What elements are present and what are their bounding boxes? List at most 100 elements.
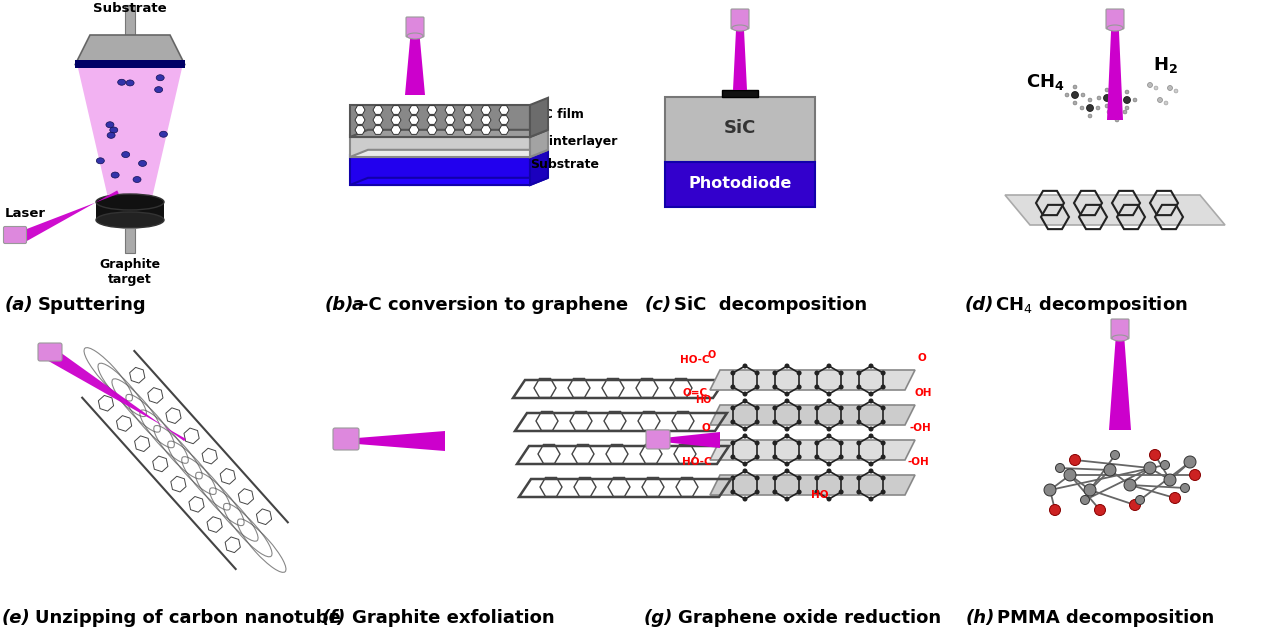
- Ellipse shape: [838, 476, 844, 481]
- Polygon shape: [1109, 320, 1131, 430]
- Ellipse shape: [827, 469, 832, 474]
- Ellipse shape: [1123, 110, 1127, 114]
- Text: -OH: -OH: [908, 457, 930, 467]
- Text: Unzipping of carbon nanotube: Unzipping of carbon nanotube: [35, 609, 341, 627]
- Ellipse shape: [732, 25, 748, 31]
- Ellipse shape: [1088, 98, 1092, 102]
- Polygon shape: [79, 68, 182, 198]
- Ellipse shape: [838, 420, 844, 425]
- Ellipse shape: [1097, 96, 1101, 100]
- Ellipse shape: [1136, 495, 1145, 504]
- Polygon shape: [710, 440, 914, 460]
- Ellipse shape: [742, 497, 747, 502]
- Ellipse shape: [1181, 483, 1190, 493]
- Ellipse shape: [1117, 98, 1121, 102]
- Ellipse shape: [755, 406, 760, 410]
- Text: Graphite exfoliation: Graphite exfoliation: [352, 609, 555, 627]
- Text: Photodiode: Photodiode: [688, 177, 792, 192]
- Text: (f): (f): [322, 609, 346, 627]
- Ellipse shape: [1087, 105, 1094, 112]
- Ellipse shape: [881, 420, 886, 425]
- Polygon shape: [350, 155, 529, 185]
- Ellipse shape: [1045, 484, 1056, 496]
- FancyBboxPatch shape: [4, 227, 27, 243]
- Ellipse shape: [784, 392, 790, 396]
- Ellipse shape: [1073, 101, 1077, 105]
- Ellipse shape: [868, 497, 873, 502]
- Ellipse shape: [742, 392, 747, 396]
- Text: Graphene oxide reduction: Graphene oxide reduction: [677, 609, 942, 627]
- Polygon shape: [1005, 195, 1225, 225]
- Text: (d): (d): [965, 296, 994, 314]
- Ellipse shape: [1184, 456, 1197, 468]
- Polygon shape: [48, 349, 185, 441]
- Text: $\mathbf{CH_4}$: $\mathbf{CH_4}$: [1025, 72, 1064, 92]
- Text: HO-C: HO-C: [683, 457, 712, 467]
- Ellipse shape: [814, 490, 819, 495]
- Ellipse shape: [755, 476, 760, 481]
- Ellipse shape: [838, 385, 844, 389]
- Ellipse shape: [784, 427, 790, 432]
- Ellipse shape: [868, 469, 873, 474]
- Ellipse shape: [1144, 462, 1157, 474]
- Ellipse shape: [796, 441, 801, 446]
- Ellipse shape: [117, 79, 126, 85]
- FancyBboxPatch shape: [1106, 9, 1124, 29]
- Polygon shape: [529, 148, 547, 185]
- Ellipse shape: [97, 212, 164, 228]
- Ellipse shape: [857, 385, 862, 389]
- Ellipse shape: [730, 370, 735, 375]
- Ellipse shape: [838, 406, 844, 410]
- Ellipse shape: [1055, 464, 1064, 472]
- Polygon shape: [529, 128, 547, 157]
- Ellipse shape: [1050, 504, 1060, 516]
- Ellipse shape: [106, 122, 113, 128]
- Ellipse shape: [1112, 335, 1128, 341]
- Ellipse shape: [796, 455, 801, 460]
- Ellipse shape: [857, 476, 862, 481]
- Text: $\mathbf{H_2}$: $\mathbf{H_2}$: [1153, 55, 1177, 75]
- Polygon shape: [733, 10, 747, 90]
- Text: SiC  decomposition: SiC decomposition: [674, 296, 867, 314]
- Ellipse shape: [755, 441, 760, 446]
- Ellipse shape: [881, 406, 886, 410]
- Text: CH$_4$ decomposition: CH$_4$ decomposition: [996, 294, 1188, 316]
- Ellipse shape: [1064, 469, 1075, 481]
- Ellipse shape: [796, 476, 801, 481]
- FancyBboxPatch shape: [334, 428, 359, 450]
- Text: HO: HO: [811, 490, 828, 500]
- Ellipse shape: [755, 420, 760, 425]
- Text: Laser: Laser: [5, 207, 46, 220]
- Ellipse shape: [814, 476, 819, 481]
- Ellipse shape: [1123, 97, 1131, 104]
- Ellipse shape: [857, 406, 862, 410]
- Ellipse shape: [784, 497, 790, 502]
- Ellipse shape: [97, 157, 104, 164]
- Ellipse shape: [1096, 106, 1100, 110]
- Ellipse shape: [773, 490, 778, 495]
- Text: (b): (b): [325, 296, 354, 314]
- Polygon shape: [668, 432, 720, 448]
- Bar: [665, 162, 815, 207]
- Text: HO: HO: [696, 395, 712, 405]
- Ellipse shape: [773, 406, 778, 410]
- Polygon shape: [710, 370, 914, 390]
- Ellipse shape: [1105, 104, 1109, 108]
- Ellipse shape: [868, 399, 873, 403]
- Ellipse shape: [881, 370, 886, 375]
- Text: Substrate: Substrate: [529, 159, 599, 171]
- Ellipse shape: [1133, 98, 1137, 102]
- Ellipse shape: [1124, 479, 1136, 491]
- Ellipse shape: [1105, 88, 1109, 92]
- Text: Ni interlayer: Ni interlayer: [529, 135, 617, 149]
- FancyBboxPatch shape: [1112, 319, 1130, 339]
- Ellipse shape: [407, 33, 422, 39]
- Polygon shape: [710, 475, 914, 495]
- Ellipse shape: [97, 194, 164, 210]
- Ellipse shape: [857, 420, 862, 425]
- Bar: [97, 202, 164, 220]
- Polygon shape: [710, 405, 914, 425]
- Text: HO-C: HO-C: [680, 355, 710, 365]
- Ellipse shape: [1160, 460, 1170, 469]
- Ellipse shape: [742, 469, 747, 474]
